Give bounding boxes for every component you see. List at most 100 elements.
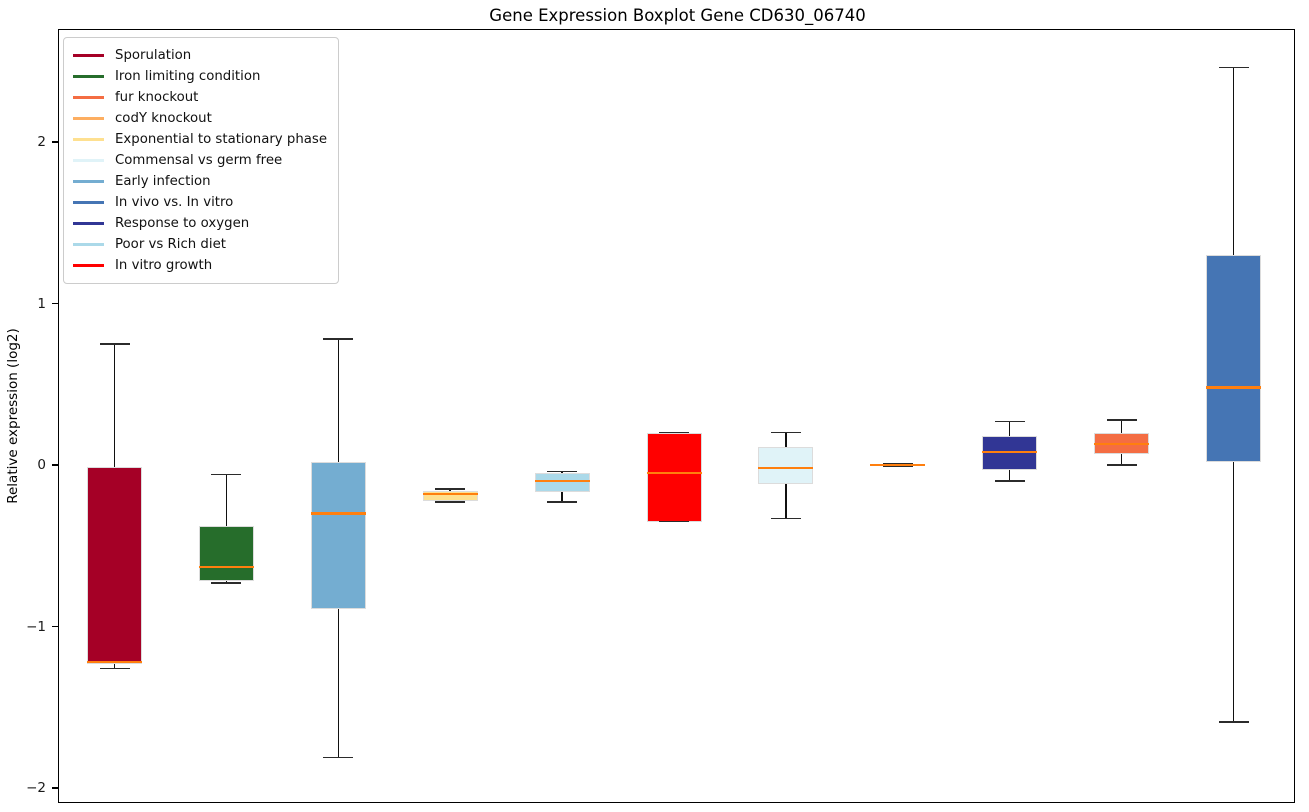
whisker-cap-lower (323, 756, 354, 759)
y-tick-label: 1 (37, 295, 46, 312)
legend-line-swatch (73, 222, 104, 225)
legend-item-label: In vitro growth (115, 258, 213, 273)
whisker-cap-lower (659, 520, 689, 523)
legend-line-swatch (73, 75, 104, 78)
legend-item-label: Sporulation (115, 48, 192, 63)
legend-line-swatch (73, 264, 104, 267)
y-tick-label: −2 (26, 780, 46, 796)
legend-item-label: fur knockout (115, 90, 199, 105)
whisker-line-upper (1232, 67, 1235, 256)
y-tick-mark (52, 302, 59, 305)
whisker-line-lower (785, 484, 787, 519)
box-early-infection (310, 461, 366, 609)
median-line (310, 512, 366, 515)
median-line (758, 467, 814, 470)
whisker-cap-upper (1106, 419, 1137, 421)
median-line (534, 480, 590, 483)
whisker-cap-lower (1218, 721, 1249, 723)
legend-item-label: Response to oxygen (115, 216, 250, 231)
whisker-cap-lower (211, 582, 242, 584)
legend-item: Commensal vs germ free (73, 150, 327, 171)
box-in-vitro-growth (646, 432, 702, 522)
legend-item: codY knockout (73, 108, 327, 129)
box-exponential-to-stationary-phase (422, 490, 478, 501)
y-tick-mark (52, 141, 59, 143)
legend-item: Exponential to stationary phase (73, 129, 327, 150)
box-in-vivo-vs-in-vitro (1206, 255, 1261, 462)
whisker-cap-lower (770, 517, 801, 520)
y-tick-mark (52, 787, 59, 789)
legend: Sporulation Iron limiting condition fur kn… (63, 37, 340, 284)
legend-item: Sporulation (73, 45, 327, 66)
whisker-cap-lower (547, 501, 578, 503)
box-poor-vs-rich-diet (534, 473, 590, 493)
whisker-line-upper (785, 432, 787, 448)
y-tick-label: 0 (37, 457, 46, 473)
whisker-cap-upper (547, 470, 578, 473)
whisker-cap-upper (99, 343, 130, 345)
legend-item-label: Commensal vs germ free (115, 153, 283, 168)
whisker-line-upper (113, 343, 116, 467)
median-line (198, 565, 254, 568)
box-iron-limiting-condition (198, 526, 254, 582)
legend-item: Early infection (73, 171, 327, 192)
whisker-cap-upper (211, 473, 242, 476)
whisker-line-lower (1232, 461, 1235, 722)
whisker-cap-upper (770, 431, 801, 434)
median-line (870, 463, 926, 467)
box-commensal-vs-germ-free (758, 447, 814, 485)
whisker-cap-lower (99, 667, 130, 670)
legend-item-label: Exponential to stationary phase (115, 132, 328, 147)
whisker-cap-upper (1218, 66, 1249, 69)
whisker-cap-upper (882, 462, 913, 465)
whisker-cap-lower (994, 480, 1025, 482)
legend-item-label: Iron limiting condition (115, 69, 261, 84)
legend-item-label: codY knockout (115, 111, 212, 126)
whisker-cap-upper (659, 431, 689, 434)
legend-item-label: Poor vs Rich diet (115, 237, 226, 252)
whisker-cap-upper (994, 420, 1025, 423)
legend-item: fur knockout (73, 87, 327, 108)
box-sporulation (87, 466, 142, 664)
whisker-line-upper (449, 489, 451, 491)
whisker-line-upper (225, 474, 228, 527)
whisker-line-upper (1120, 419, 1123, 433)
median-line (87, 660, 142, 664)
legend-line-swatch (73, 180, 104, 183)
median-line (982, 450, 1038, 454)
legend-line-swatch (73, 243, 104, 246)
whisker-line-lower (225, 581, 228, 583)
whisker-cap-lower (882, 465, 913, 468)
legend-line-swatch (73, 96, 104, 99)
y-tick-label: −1 (26, 618, 46, 635)
chart-title: Gene Expression Boxplot Gene CD630_06740 (489, 6, 866, 25)
whisker-line-lower (561, 492, 563, 503)
whisker-cap-upper (323, 338, 354, 340)
whisker-line-lower (337, 608, 340, 758)
median-line (1206, 386, 1261, 389)
whisker-line-lower (1120, 453, 1123, 465)
legend-line-swatch (73, 159, 104, 162)
y-tick-mark (52, 625, 59, 628)
y-tick-mark (52, 464, 59, 466)
legend-item: In vivo vs. In vitro (73, 192, 327, 213)
whisker-line-lower (1008, 469, 1011, 482)
median-line (646, 471, 702, 475)
whisker-line-lower (449, 500, 451, 503)
legend-item-label: Early infection (115, 174, 211, 189)
y-tick-label: 2 (37, 134, 46, 150)
median-line (1094, 442, 1150, 446)
whisker-cap-lower (1106, 464, 1137, 466)
legend-line-swatch (73, 138, 104, 141)
median-line (422, 492, 478, 496)
legend-line-swatch (73, 117, 104, 120)
legend-item: In vitro growth (73, 255, 327, 276)
whisker-cap-upper (435, 488, 466, 490)
whisker-cap-lower (435, 501, 466, 503)
legend-item: Iron limiting condition (73, 66, 327, 87)
whisker-line-upper (337, 339, 340, 462)
legend-item: Response to oxygen (73, 213, 327, 234)
whisker-line-lower (113, 663, 116, 669)
whisker-line-upper (1008, 421, 1011, 436)
